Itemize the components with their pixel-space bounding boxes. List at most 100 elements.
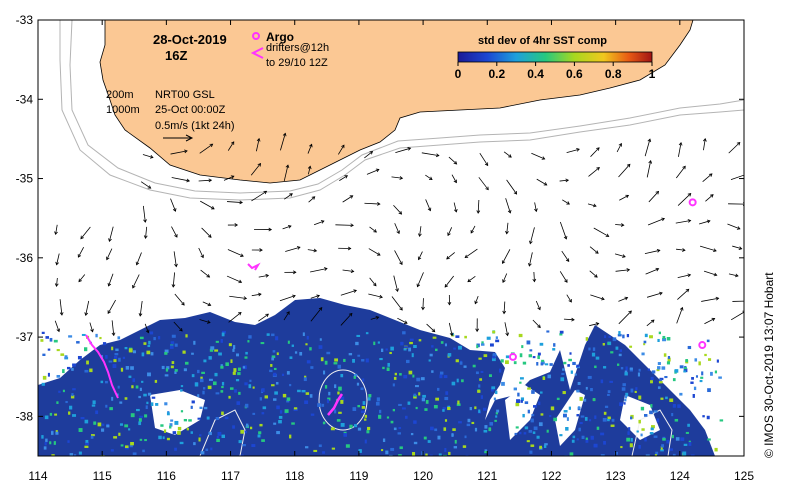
current-arrow (226, 275, 243, 284)
current-arrow (593, 227, 610, 237)
current-arrow (251, 190, 268, 202)
x-tick-label: 117 (221, 469, 240, 483)
drifter-legend-icon (250, 47, 264, 59)
current-arrow (590, 294, 605, 301)
current-arrow (647, 217, 666, 226)
current-arrow (704, 317, 716, 325)
colorbar-ticks: 0 0.2 0.4 0.6 0.8 1 (455, 62, 656, 81)
plot-frame (37, 19, 745, 457)
x-tick-label: 116 (157, 469, 176, 483)
argo-legend-label: Argo (266, 30, 294, 44)
current-arrow (370, 316, 380, 320)
current-arrow (566, 294, 572, 303)
current-arrow (677, 288, 690, 300)
current-arrow (279, 294, 296, 302)
current-arrow (447, 227, 453, 237)
current-arrow (250, 162, 262, 176)
current-arrow (425, 174, 433, 180)
current-arrow (258, 313, 269, 322)
current-arrow (284, 270, 297, 275)
x-tick-label: 125 (734, 469, 754, 483)
current-arrow (307, 143, 313, 154)
current-arrow (55, 253, 60, 266)
plot-area (38, 20, 744, 456)
current-arrow (478, 177, 489, 191)
drifters-legend-range: to 29/10 12Z (266, 57, 328, 69)
current-arrow (171, 226, 178, 238)
current-arrow (464, 248, 478, 259)
current-arrow (308, 196, 316, 203)
data-gap-3 (555, 390, 585, 446)
title-hour: 16Z (165, 48, 187, 63)
x-tick-label: 121 (477, 469, 497, 483)
contour-200m-label: 200m (106, 89, 134, 101)
current-arrow (394, 223, 400, 235)
current-arrow (528, 252, 533, 267)
argo-float-marker (508, 352, 517, 361)
current-arrow (394, 250, 403, 266)
current-arrow (504, 322, 510, 337)
current-arrow (502, 301, 507, 315)
current-arrow (226, 200, 243, 205)
current-arrow (476, 199, 481, 214)
current-arrow (89, 322, 94, 333)
contour-1000m (69, 20, 744, 194)
current-arrow (340, 312, 353, 326)
current-arrow (202, 301, 212, 307)
current-arrow (475, 318, 480, 333)
current-arrow (503, 151, 512, 158)
current-arrow (703, 137, 707, 151)
current-arrow (310, 307, 323, 322)
current-arrow (589, 322, 600, 327)
current-arrow (227, 249, 244, 257)
current-arrow (421, 152, 440, 158)
current-arrow (566, 148, 580, 153)
current-arrow (199, 143, 214, 154)
colorbar-title: std dev of 4hr SST comp (478, 35, 607, 47)
current-arrow (702, 173, 713, 183)
current-arrow (619, 194, 630, 201)
current-arrow (676, 306, 684, 324)
current-arrow (342, 269, 355, 274)
current-arrow (174, 293, 185, 306)
colorbar-tick-label: 0.4 (527, 67, 544, 81)
current-arrow (340, 289, 358, 296)
x-tick-label: 122 (541, 469, 561, 483)
y-tick-label: -35 (16, 172, 34, 186)
current-arrow (198, 247, 204, 259)
product-label: NRT00 GSL (155, 89, 215, 101)
current-arrow (587, 203, 597, 208)
current-arrow (171, 272, 176, 288)
velocity-scale-arrow (163, 134, 194, 142)
current-arrow (479, 152, 489, 167)
current-arrow (393, 204, 403, 215)
current-arrow (727, 223, 741, 230)
current-arrow (618, 163, 631, 178)
current-arrow (285, 246, 301, 252)
current-arrow (397, 317, 408, 324)
current-arrow (531, 152, 546, 160)
current-arrow (562, 199, 570, 205)
x-tick-label: 118 (285, 469, 304, 483)
current-arrow (339, 175, 349, 181)
current-arrow (677, 273, 692, 279)
current-arrow (111, 320, 116, 337)
current-arrow (368, 293, 383, 299)
current-arrow (502, 273, 508, 283)
current-arrow (368, 248, 381, 256)
current-arrow (732, 245, 743, 250)
current-arrow (199, 319, 211, 324)
current-arrow (646, 159, 653, 178)
current-arrow (529, 227, 535, 245)
current-arrow (425, 199, 432, 212)
current-arrow (561, 250, 570, 263)
current-arrow (501, 249, 511, 265)
x-tick-label: 119 (349, 469, 368, 483)
colorbar-tick-label: 0.6 (566, 67, 583, 81)
y-tick-label: -34 (16, 92, 34, 106)
current-arrow (107, 273, 114, 287)
current-arrow (106, 248, 113, 261)
current-arrow (78, 274, 86, 283)
current-arrow (448, 322, 454, 337)
current-arrow (228, 312, 242, 323)
